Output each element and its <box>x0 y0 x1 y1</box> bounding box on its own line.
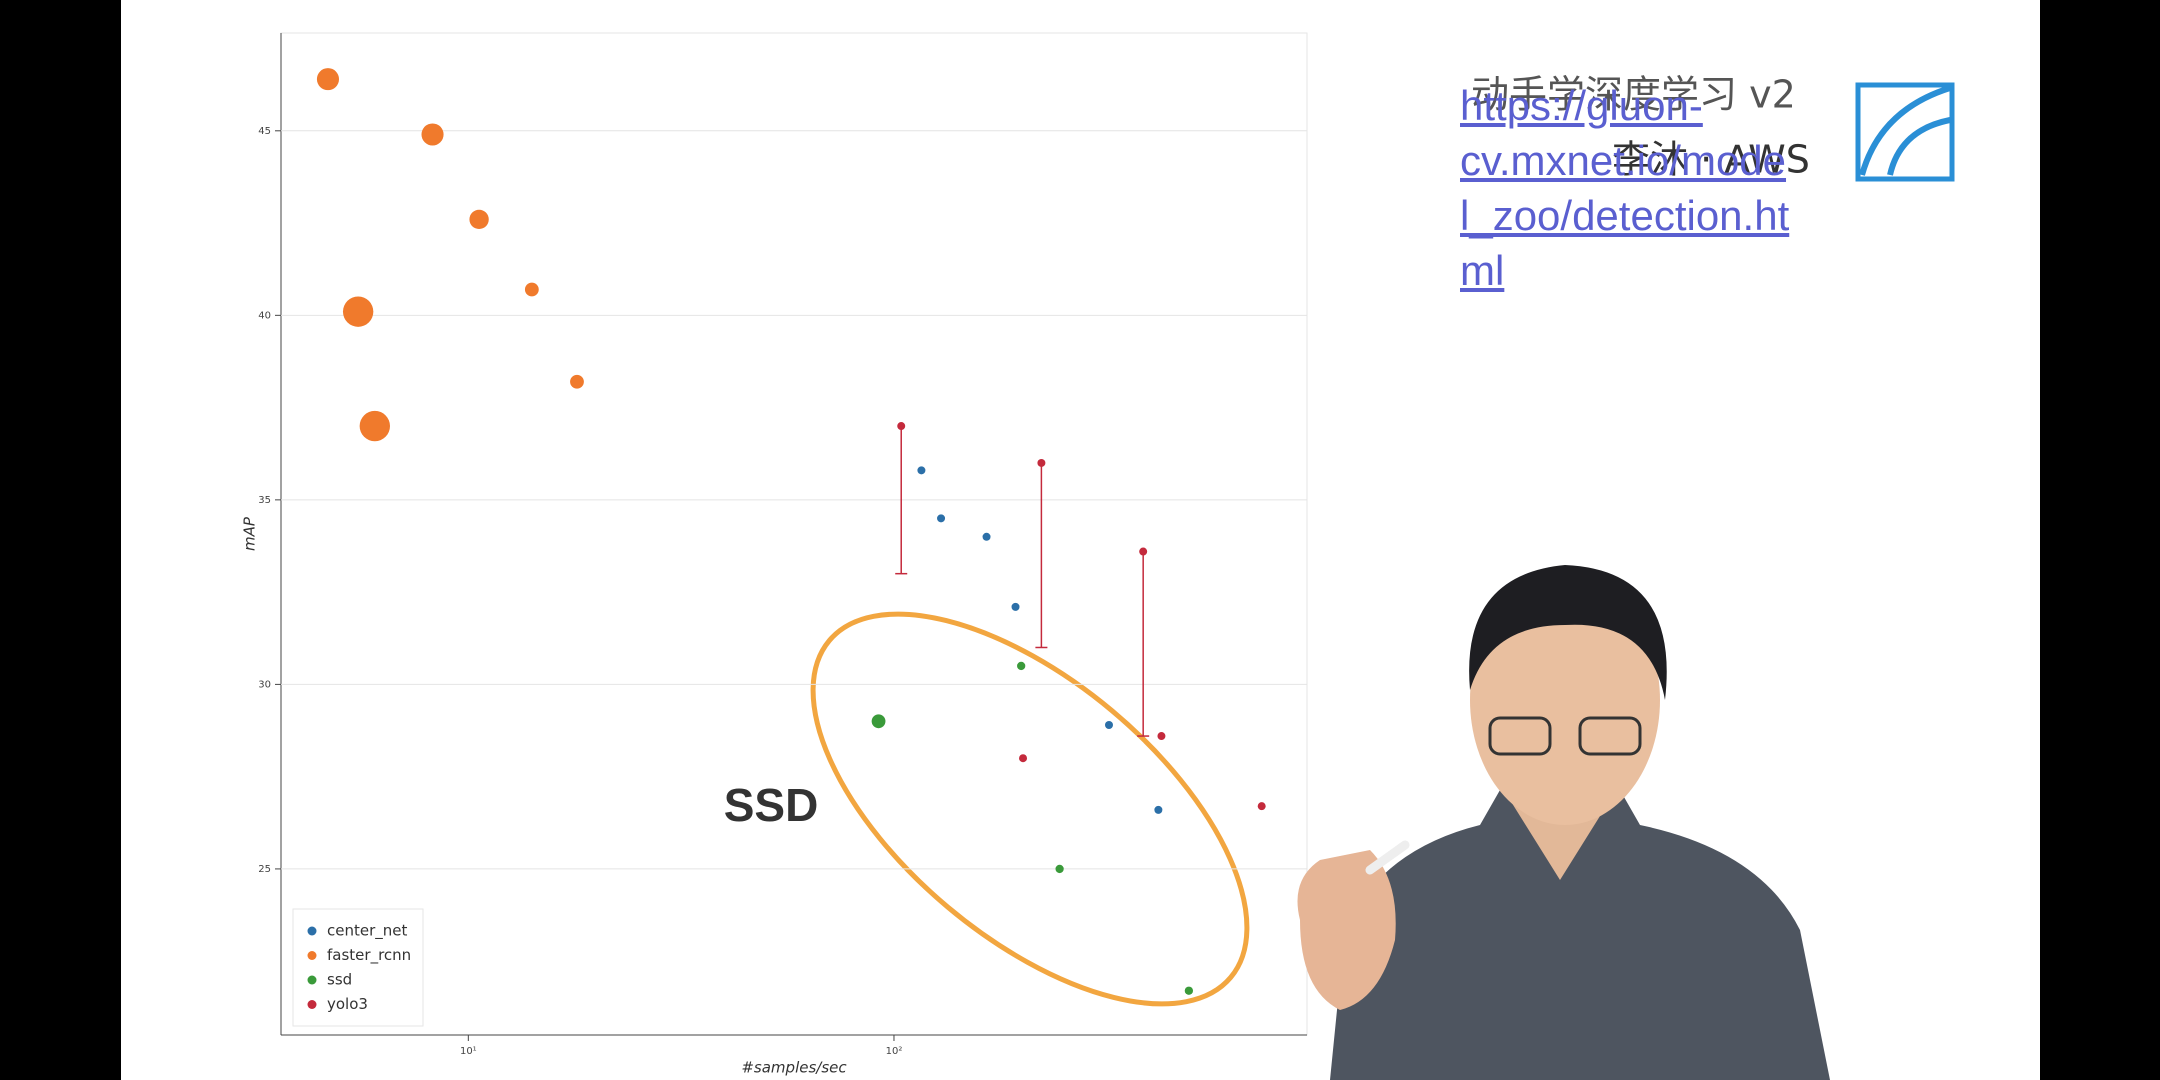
data-point <box>421 123 444 146</box>
data-point <box>1037 458 1046 467</box>
y-tick-label: 40 <box>258 310 271 321</box>
plot-area <box>280 32 1308 1036</box>
data-point <box>917 466 926 475</box>
data-point <box>316 68 340 91</box>
annotation: SSD <box>724 779 819 831</box>
logo <box>1855 82 1955 182</box>
data-point <box>1011 602 1020 611</box>
legend-marker <box>307 975 317 985</box>
data-point <box>1139 547 1148 556</box>
data-point <box>871 714 886 729</box>
data-point <box>1184 986 1194 995</box>
logo-frame <box>1855 82 1955 182</box>
x-axis-label: #samples/sec <box>741 1059 847 1077</box>
y-tick-label: 25 <box>258 864 271 875</box>
glasses-right <box>1578 716 1642 756</box>
presenter <box>1297 565 1830 1080</box>
legend-label: faster_rcnn <box>327 946 411 965</box>
data-point <box>897 422 906 431</box>
x-tick-label: 10¹ <box>460 1046 477 1057</box>
x-tick-label: 10² <box>886 1046 903 1057</box>
y-tick-label: 35 <box>258 495 271 506</box>
course-title: 动手学深度学习 v2 <box>1471 73 1796 117</box>
data-point <box>1257 802 1266 811</box>
hand <box>1297 850 1396 1010</box>
hair <box>1469 565 1667 700</box>
legend-marker <box>307 926 317 936</box>
data-point <box>570 374 584 389</box>
legend-label: yolo3 <box>327 995 368 1013</box>
y-tick-label: 30 <box>258 679 271 690</box>
legend-label: ssd <box>327 971 352 989</box>
shirt <box>1330 790 1830 1080</box>
pen <box>1365 840 1410 875</box>
y-axis-label: mAP <box>241 516 259 551</box>
data-point <box>342 296 374 327</box>
glasses-left <box>1488 716 1552 756</box>
highlight-ellipse <box>810 611 1250 1007</box>
data-point <box>937 514 946 523</box>
data-point <box>1017 661 1026 671</box>
legend-label: center_net <box>327 922 407 941</box>
data-point <box>1154 805 1163 814</box>
data-point <box>1104 720 1113 729</box>
data-point <box>982 532 991 541</box>
data-point <box>469 209 489 230</box>
plot-layer: 25 30 35 40 45 10¹ 10² <box>258 33 1307 1057</box>
legend-marker <box>307 1000 317 1009</box>
data-point <box>359 410 390 442</box>
data-point <box>1055 864 1064 874</box>
data-point <box>1157 732 1166 741</box>
legend-marker <box>307 951 317 960</box>
logo-mark <box>1859 85 1951 176</box>
face <box>1470 575 1660 825</box>
data-point <box>524 282 539 297</box>
data-point <box>1019 754 1028 763</box>
y-tick-label: 45 <box>258 126 271 137</box>
course-author: 李沐 · AWS <box>1612 138 1810 182</box>
reference-link[interactable]: https://gluon-cv.mxnet.io/model_zoo/dete… <box>1460 82 1790 294</box>
